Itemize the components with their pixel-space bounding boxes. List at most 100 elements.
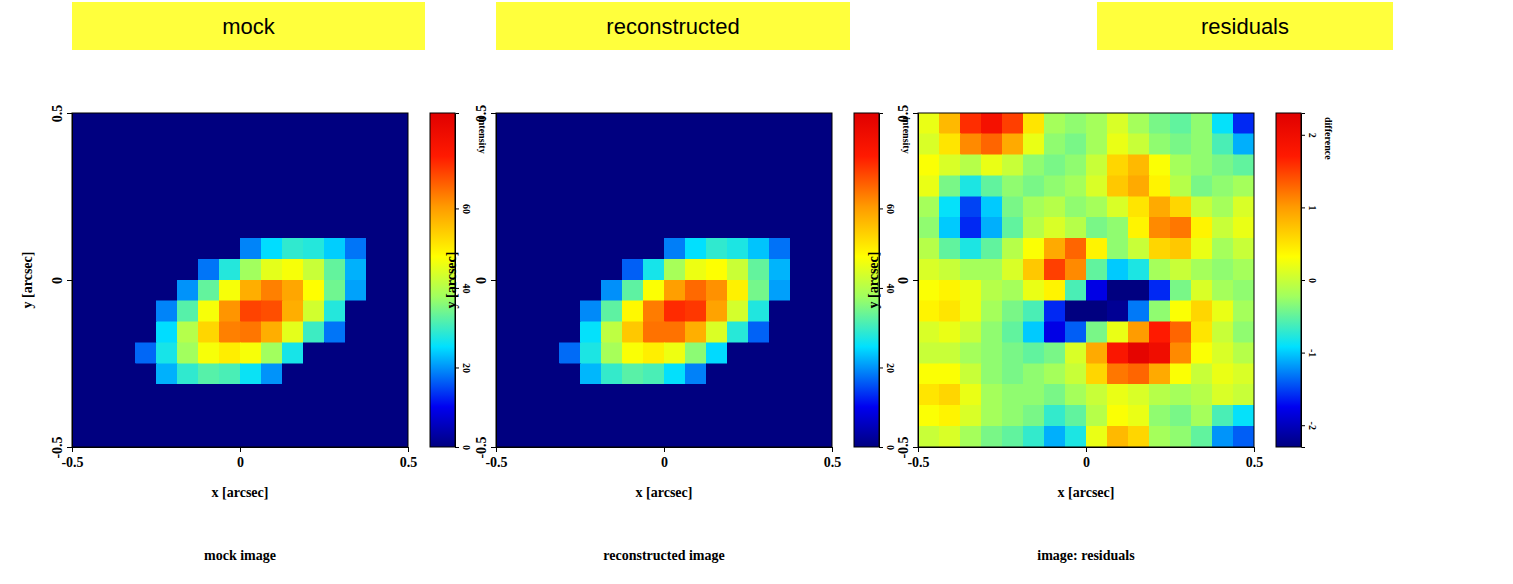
x-axis: -0.500.5 [61, 447, 417, 470]
heatmap-cell [811, 301, 832, 322]
heatmap-cell [387, 134, 408, 155]
heatmap-cell [517, 238, 538, 259]
heatmap-cell [727, 176, 748, 197]
heatmap-cell [1086, 134, 1107, 155]
colorbar-tick: 20 [879, 363, 896, 373]
heatmap-cell [72, 134, 93, 155]
heatmap-cell [1002, 301, 1023, 322]
heatmap-cell [790, 322, 811, 343]
heatmap-cell [1191, 343, 1212, 364]
x-tick: 0.5 [824, 447, 842, 470]
heatmap-cell [517, 134, 538, 155]
heatmap-cell [177, 155, 198, 176]
x-tick-label: 0 [237, 455, 244, 470]
heatmap-cell [1086, 176, 1107, 197]
heatmap-cell [240, 176, 261, 197]
x-axis-title: x [arcsec] [212, 485, 269, 500]
heatmap-cell [706, 238, 727, 259]
heatmap-cell [622, 238, 643, 259]
heatmap-cell [240, 405, 261, 426]
heatmap-cell [811, 197, 832, 218]
heatmap-cell [601, 301, 622, 322]
heatmap-cell [748, 113, 769, 134]
heatmap-cell [706, 134, 727, 155]
heatmap-cell [1191, 384, 1212, 405]
heatmap-cell [135, 280, 156, 301]
heatmap-cell [93, 134, 114, 155]
heatmap-cell [198, 280, 219, 301]
heatmap-cell [366, 217, 387, 238]
heatmap-cell [496, 301, 517, 322]
heatmap-cell [496, 113, 517, 134]
x-axis-title: x [arcsec] [636, 485, 693, 500]
heatmap-cell [1023, 322, 1044, 343]
heatmap-cell [981, 343, 1002, 364]
heatmap-cell [769, 405, 790, 426]
heatmap-cell [601, 197, 622, 218]
heatmap-cell [981, 197, 1002, 218]
heatmap-cell [198, 322, 219, 343]
heatmap-cell [1065, 280, 1086, 301]
heatmap-cell [727, 217, 748, 238]
heatmap-cell [93, 322, 114, 343]
colorbar-title: difference [1323, 117, 1334, 160]
heatmap-cell [1044, 343, 1065, 364]
y-tick: -0.5 [474, 436, 496, 458]
heatmap-cell [559, 343, 580, 364]
heatmap-cell [1002, 259, 1023, 280]
colorbar-tick-mark [1301, 425, 1305, 426]
heatmap-cell [517, 322, 538, 343]
heatmap-cell [1107, 155, 1128, 176]
colorbar [1276, 113, 1301, 447]
heatmap-cell [706, 405, 727, 426]
heatmap-cell [960, 322, 981, 343]
heatmap-cell [769, 113, 790, 134]
heatmap-cell [1044, 134, 1065, 155]
heatmap-cell [580, 301, 601, 322]
heatmap-cell [769, 176, 790, 197]
colorbar-tick-mark [1301, 353, 1305, 354]
y-tick-label: 0 [474, 277, 489, 284]
heatmap-cell [622, 217, 643, 238]
heatmap-cell [1212, 113, 1233, 134]
y-tick: 0 [474, 277, 496, 284]
heatmap-cell [496, 259, 517, 280]
heatmap-cell [1044, 280, 1065, 301]
heatmap-cell [601, 343, 622, 364]
heatmap-cell [345, 426, 366, 447]
heatmap-cell [387, 364, 408, 385]
heatmap-cell [1212, 405, 1233, 426]
heatmap-cell [918, 217, 939, 238]
colorbar-tick-mark [1301, 135, 1305, 136]
heatmap-cell [240, 259, 261, 280]
heatmap-cell [918, 364, 939, 385]
heatmap-cell [1044, 238, 1065, 259]
heatmap-cell [748, 322, 769, 343]
colorbar-tick-label: 40 [885, 283, 896, 293]
heatmap-cell [387, 176, 408, 197]
heatmap-cell [1065, 301, 1086, 322]
y-axis: -0.500.5 [50, 105, 73, 459]
heatmap-cell [685, 364, 706, 385]
heatmap-cell [664, 217, 685, 238]
heatmap-cell [496, 217, 517, 238]
heatmap-cell [1191, 322, 1212, 343]
heatmap-cell [622, 155, 643, 176]
heatmap-cell [387, 405, 408, 426]
heatmap-cell [1149, 322, 1170, 343]
heatmap-cell [240, 134, 261, 155]
heatmap-cell [1212, 176, 1233, 197]
heatmap-cell [219, 155, 240, 176]
heatmap-cell [72, 217, 93, 238]
heatmap-cell [1002, 176, 1023, 197]
heatmap-cell [601, 322, 622, 343]
heatmap-cell [219, 280, 240, 301]
heatmap-cell [939, 176, 960, 197]
heatmap-cell [198, 301, 219, 322]
heatmap-cell [324, 134, 345, 155]
x-tick-label: 0 [661, 455, 668, 470]
heatmap-cell [177, 176, 198, 197]
heatmap-cell [261, 280, 282, 301]
heatmap-cell [261, 384, 282, 405]
heatmap-cell [685, 343, 706, 364]
